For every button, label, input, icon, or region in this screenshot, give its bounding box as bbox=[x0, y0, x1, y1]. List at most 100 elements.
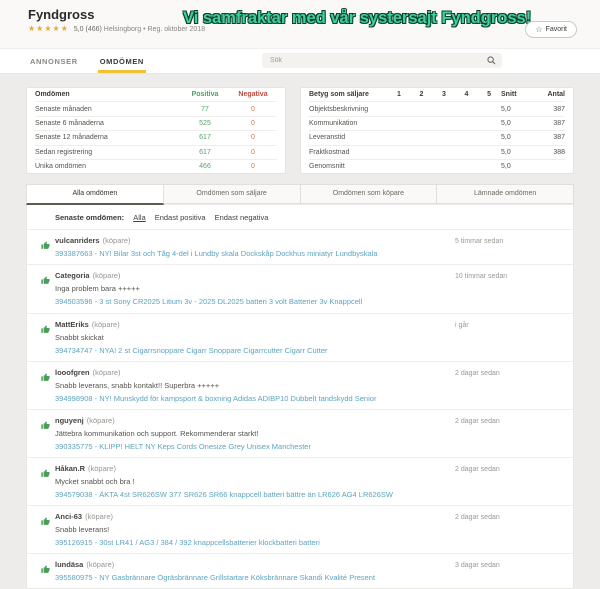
table-header-row: Betyg som säljare 1 2 3 4 5 Snitt Antal bbox=[309, 88, 565, 103]
col-betyg: Betyg som säljare bbox=[309, 91, 369, 99]
review-item-link[interactable]: 394734747 - NYA! 2 st Cigarrsnoppare Cig… bbox=[55, 345, 328, 355]
review-username[interactable]: vulcanriders bbox=[55, 236, 100, 246]
review-username[interactable]: lundäsa bbox=[55, 560, 84, 570]
table-header-row: Omdömen Positiva Negativa bbox=[35, 88, 277, 103]
col-omdomen: Omdömen bbox=[35, 91, 70, 99]
nav-tabs: ANNONSER OMDÖMEN bbox=[28, 49, 146, 73]
search-input[interactable] bbox=[268, 56, 487, 65]
review-username[interactable]: MattEriks bbox=[55, 319, 89, 329]
review-comment: Mycket snabbt och bra ! bbox=[55, 476, 135, 486]
table-row: Unika omdömen 466 0 bbox=[35, 163, 255, 171]
review-role: (köpare) bbox=[91, 319, 120, 329]
rating-value: 5,0 bbox=[73, 26, 84, 33]
tab-alla-omdomen[interactable]: Alla omdömen bbox=[26, 184, 164, 206]
thumbs-up-icon bbox=[41, 512, 55, 548]
filter-label: Senaste omdömen: bbox=[55, 213, 125, 223]
rating-scale: 1 2 3 4 5 bbox=[397, 91, 491, 99]
review-item-link[interactable]: 395580975 - NY Gasbrännare Ogräsbrännare… bbox=[55, 573, 376, 583]
review-username[interactable]: looofgren bbox=[55, 367, 90, 377]
review-timestamp: 3 dagar sedan bbox=[455, 562, 500, 570]
thumbs-up-icon bbox=[41, 320, 55, 356]
review-role: (köpare) bbox=[88, 463, 116, 473]
nav-tabbar: ANNONSER OMDÖMEN bbox=[0, 48, 600, 74]
star-icon: ☆ bbox=[535, 25, 543, 34]
filter-endast-negativa[interactable]: Endast negativa bbox=[214, 213, 269, 223]
thumbs-up-icon bbox=[41, 368, 55, 404]
tab-omdomen-som-saljare[interactable]: Omdömen som säljare bbox=[163, 184, 301, 205]
review-username[interactable]: Anci-63 bbox=[55, 512, 83, 522]
feedback-filter-tabs: Alla omdömen Omdömen som säljare Omdömen… bbox=[26, 184, 574, 206]
review-timestamp: i går bbox=[455, 321, 469, 329]
rating-count[interactable]: (466) bbox=[85, 26, 102, 33]
col-snitt: Snitt bbox=[501, 91, 517, 99]
tab-annonser[interactable]: ANNONSER bbox=[30, 57, 78, 66]
review-role: (köpare) bbox=[92, 271, 121, 281]
review-timestamp: 2 dagar sedan bbox=[455, 369, 500, 377]
review-item: vulcanriders (köpare) 393387663 - NY! Bil… bbox=[27, 229, 573, 264]
review-item: Håkan.R (köpare) Mycket snabbt och bra ! … bbox=[27, 456, 573, 505]
review-item-link[interactable]: 393387663 - NY! Bilar 3st och Tåg 4-del … bbox=[55, 249, 378, 259]
table-row: Senaste 6 månaderna 525 0 bbox=[35, 117, 277, 132]
tab-omdomen[interactable]: OMDÖMEN bbox=[97, 49, 146, 73]
reviews-panel: Senaste omdömen: Alla Endast positiva En… bbox=[26, 205, 574, 589]
search-icon bbox=[487, 56, 496, 65]
review-item: Categoria (köpare) Inga problem bara ++++… bbox=[27, 264, 573, 312]
review-username[interactable]: nguyenj bbox=[55, 415, 84, 425]
review-role: (köpare) bbox=[102, 236, 131, 246]
review-item: looofgren (köpare) Snabb leverans, snabb … bbox=[27, 360, 573, 409]
filter-alla[interactable]: Alla bbox=[133, 213, 146, 223]
review-timestamp: 5 timmar sedan bbox=[455, 238, 504, 246]
review-timestamp: 2 dagar sedan bbox=[455, 465, 500, 473]
review-item-link[interactable]: 390335775 - KLIPP! HELT NY Keps Cords On… bbox=[55, 441, 311, 451]
profile-rating-row: ★★★★★ 5,0 (466) Helsingborg • Reg. oktob… bbox=[28, 24, 205, 33]
thumbs-up-icon bbox=[41, 464, 55, 500]
review-comment: Jättebra kommunikation och support. Reko… bbox=[55, 428, 259, 438]
favorite-button[interactable]: ☆ Favorit bbox=[525, 21, 577, 38]
star-rating-icon: ★★★★★ bbox=[28, 24, 69, 33]
rating-row: Kommunikation 5,0 387 bbox=[309, 117, 565, 132]
review-item: Anci-63 (köpare) Snabb leverans! 39512691… bbox=[27, 505, 573, 553]
col-negativa: Negativa bbox=[238, 91, 268, 99]
review-role: (köpare) bbox=[85, 512, 114, 522]
thumbs-up-icon bbox=[41, 271, 55, 307]
thumbs-up-icon bbox=[41, 560, 55, 583]
profile-meta: Helsingborg • Reg. oktober 2018 bbox=[103, 26, 206, 33]
table-row: Sedan registrering 617 0 bbox=[35, 146, 277, 160]
review-item: lundäsa (köpare) 395580975 - NY Gasbränna… bbox=[27, 553, 573, 588]
rating-total-row: Genomsnitt 5,0 bbox=[309, 163, 511, 171]
review-timestamp: 2 dagar sedan bbox=[455, 417, 500, 425]
review-timestamp: 10 timmar sedan bbox=[455, 273, 508, 281]
thumbs-up-icon bbox=[41, 236, 55, 259]
summary-section: Omdömen Positiva Negativa Senaste månade… bbox=[0, 74, 600, 179]
review-item: MattEriks (köpare) Snabbt skickat 3947347… bbox=[27, 312, 573, 361]
review-role: (köpare) bbox=[86, 560, 115, 570]
review-role: (köpare) bbox=[86, 415, 115, 425]
review-username[interactable]: Håkan.R bbox=[55, 463, 86, 473]
rating-row: Fraktkostnad 5,0 388 bbox=[309, 146, 565, 160]
rating-row: Objektsbeskrivning 5,0 387 bbox=[309, 102, 565, 117]
table-row: Senaste 12 månaderna 617 0 bbox=[35, 131, 277, 146]
filter-endast-positiva[interactable]: Endast positiva bbox=[154, 213, 206, 223]
review-item-link[interactable]: 394998908 - NY! Munskydd för kampsport &… bbox=[55, 393, 377, 403]
review-comment: Snabbt skickat bbox=[55, 332, 104, 342]
review-item-link[interactable]: 394579038 - ÄKTA 4st SR626SW 377 SR626 S… bbox=[55, 489, 393, 499]
tab-lamnade-omdomen[interactable]: Lämnade omdömen bbox=[437, 184, 574, 205]
search-box[interactable] bbox=[262, 53, 502, 68]
col-positiva: Positiva bbox=[191, 91, 219, 99]
favorite-button-label: Favorit bbox=[545, 26, 567, 33]
feedback-summary-table: Omdömen Positiva Negativa Senaste månade… bbox=[26, 87, 286, 175]
rating-row: Leveranstid 5,0 387 bbox=[309, 131, 565, 146]
page-title: Fyndgross bbox=[28, 7, 95, 22]
review-timestamp: 2 dagar sedan bbox=[455, 514, 500, 522]
review-item-link[interactable]: 395126915 - 30st LR41 / AG3 / 384 / 392 … bbox=[55, 538, 320, 548]
review-item-link[interactable]: 394503596 - 3 st Sony CR2025 Litium 3v -… bbox=[55, 297, 363, 307]
review-role: (köpare) bbox=[92, 367, 121, 377]
review-username[interactable]: Categoria bbox=[55, 271, 90, 281]
review-comment: Snabb leverans, snabb kontakt!! Superbra… bbox=[55, 380, 220, 390]
review-item: nguyenj (köpare) Jättebra kommunikation o… bbox=[27, 408, 573, 457]
recent-filter-row: Senaste omdömen: Alla Endast positiva En… bbox=[27, 205, 573, 229]
review-comment: Snabb leverans! bbox=[55, 525, 110, 535]
profile-header: Fyndgross ★★★★★ 5,0 (466) Helsingborg • … bbox=[0, 0, 600, 48]
review-comment: Inga problem bara +++++ bbox=[55, 284, 140, 294]
tab-omdomen-som-kopare[interactable]: Omdömen som köpare bbox=[300, 184, 438, 205]
